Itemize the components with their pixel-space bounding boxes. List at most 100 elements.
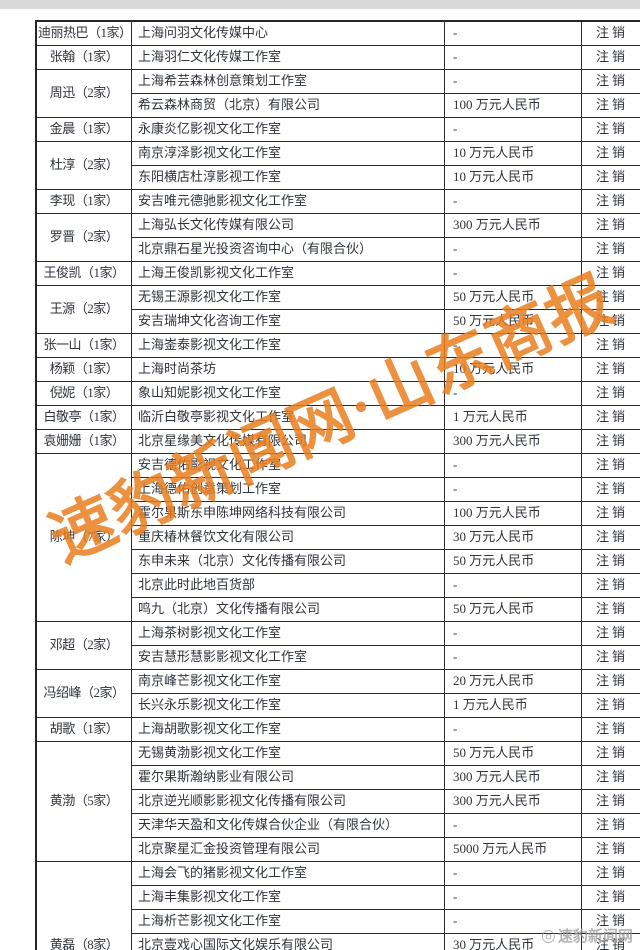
registered-capital-cell: - bbox=[444, 813, 582, 838]
table-row: 北京鼎石星光投资咨询中心（有限合伙） - 注销 bbox=[36, 237, 640, 262]
company-name-cell: 临沂白敬亭影视文化工作室 bbox=[131, 405, 445, 430]
registered-capital-cell: 50 万元人民币 bbox=[444, 741, 582, 766]
company-name-cell: 安吉瑞坤文化咨询工作室 bbox=[131, 309, 445, 334]
status-cell: 注销 bbox=[581, 213, 640, 238]
celebrity-cell: 胡歌（1家） bbox=[35, 717, 132, 742]
celebrity-cell: 倪妮（1家） bbox=[35, 381, 132, 406]
status-cell: 注销 bbox=[581, 525, 640, 550]
registered-capital-cell: - bbox=[444, 573, 582, 598]
celebrity-cell: 王源（2家） bbox=[35, 285, 132, 334]
status-cell: 注销 bbox=[581, 405, 640, 430]
status-cell: 注销 bbox=[581, 477, 640, 502]
table-row: 罗晋（2家） 上海弘长文化传媒有限公司 300 万元人民币 注销 bbox=[35, 213, 640, 262]
company-name-cell: 希云森林商贸（北京）有限公司 bbox=[131, 93, 445, 118]
registered-capital-cell: 10 万元人民币 bbox=[444, 165, 582, 190]
company-name-cell: 安吉慧形慧影影视文化工作室 bbox=[131, 645, 445, 670]
company-name-cell: 长兴永乐影视文化工作室 bbox=[131, 693, 445, 718]
company-name-cell: 上海析芒影视文化工作室 bbox=[131, 909, 445, 934]
registered-capital-cell: 10 万元人民币 bbox=[444, 141, 582, 166]
table-row: 黄磊（8家） 上海会飞的猪影视文化工作室 - 注销 bbox=[35, 861, 640, 950]
status-cell: 注销 bbox=[581, 573, 640, 598]
status-cell: 注销 bbox=[581, 69, 640, 94]
top-gray-strip bbox=[0, 0, 640, 9]
registered-capital-cell: - bbox=[444, 237, 582, 262]
registered-capital-cell: 1 万元人民币 bbox=[444, 405, 582, 430]
company-name-cell: 鸣九（北京）文化传播有限公司 bbox=[131, 597, 445, 622]
table-row: 李现（1家） 安吉唯元德驰影视文化工作室 - 注销 bbox=[35, 189, 640, 214]
table-row: 北京此时此地百货部 - 注销 bbox=[36, 573, 640, 598]
registered-capital-cell: - bbox=[444, 261, 582, 286]
table-row: 霍尔果斯东申陈坤网络科技有限公司 100 万元人民币 注销 bbox=[36, 501, 640, 526]
status-cell: 注销 bbox=[581, 429, 640, 454]
status-cell: 注销 bbox=[581, 909, 640, 934]
registered-capital-cell: 50 万元人民币 bbox=[444, 597, 582, 622]
table-row: 杨颖（1家） 上海时尚茶坊 10 万元人民币 注销 bbox=[35, 357, 640, 382]
registered-capital-cell: 20 万元人民币 bbox=[444, 669, 582, 694]
celebrity-cell: 金晨（1家） bbox=[35, 117, 132, 142]
company-name-cell: 无锡王源影视文化工作室 bbox=[131, 285, 445, 310]
celebrity-cell: 陈坤（7家） bbox=[35, 453, 132, 622]
table-row: 陈坤（7家） 安吉德佑影视文化工作室 - 注销 bbox=[35, 453, 640, 622]
registered-capital-cell: 50 万元人民币 bbox=[444, 549, 582, 574]
registered-capital-cell: 300 万元人民币 bbox=[444, 429, 582, 454]
celebrity-cell: 罗晋（2家） bbox=[35, 213, 132, 262]
company-name-cell: 上海德佑创意策划工作室 bbox=[131, 477, 445, 502]
table-row: 北京聚星汇金投资管理有限公司 5000 万元人民币 注销 bbox=[36, 837, 640, 862]
table-row: 张一山（1家） 上海崟泰影视文化工作室 - 注销 bbox=[35, 333, 640, 358]
table-row: 邓超（2家） 上海茶树影视文化工作室 - 注销 bbox=[35, 621, 640, 670]
registered-capital-cell: - bbox=[444, 117, 582, 142]
celebrity-cell: 黄渤（5家） bbox=[35, 741, 132, 862]
status-cell: 注销 bbox=[581, 20, 640, 46]
table-row: 白敬亭（1家） 临沂白敬亭影视文化工作室 1 万元人民币 注销 bbox=[35, 405, 640, 430]
celebrity-cell: 张翰（1家） bbox=[35, 45, 132, 70]
registered-capital-cell: - bbox=[444, 453, 582, 478]
company-name-cell: 重庆椿林餐饮文化有限公司 bbox=[131, 525, 445, 550]
status-cell: 注销 bbox=[581, 693, 640, 718]
registered-capital-cell: 1 万元人民币 bbox=[444, 693, 582, 718]
status-cell: 注销 bbox=[581, 453, 640, 478]
celebrity-cell: 王俊凯（1家） bbox=[35, 261, 132, 286]
celebrity-cell: 黄磊（8家） bbox=[35, 861, 132, 950]
table-body: 迪丽热巴（1家） 上海问羽文化传媒中心 - 注销 张翰（1家） 上海羽仁文化传媒工作室 - 注… bbox=[35, 20, 640, 950]
status-cell: 注销 bbox=[581, 357, 640, 382]
registered-capital-cell: 10 万元人民币 bbox=[444, 357, 582, 382]
company-name-cell: 北京此时此地百货部 bbox=[131, 573, 445, 598]
company-name-cell: 上海问羽文化传媒中心 bbox=[131, 20, 445, 46]
table-row: 安吉瑞坤文化咨询工作室 50 万元人民币 注销 bbox=[36, 309, 640, 334]
company-name-cell: 北京星缘美文化传媒有限公司 bbox=[131, 429, 445, 454]
company-name-cell: 上海会飞的猪影视文化工作室 bbox=[131, 861, 445, 886]
registered-capital-cell: - bbox=[444, 45, 582, 70]
registered-capital-cell: 30 万元人民币 bbox=[444, 933, 582, 950]
status-cell: 注销 bbox=[581, 645, 640, 670]
company-name-cell: 北京聚星汇金投资管理有限公司 bbox=[131, 837, 445, 862]
registered-capital-cell: 100 万元人民币 bbox=[444, 501, 582, 526]
status-cell: 注销 bbox=[581, 933, 640, 950]
status-cell: 注销 bbox=[581, 549, 640, 574]
celebrity-cell: 杨颖（1家） bbox=[35, 357, 132, 382]
status-cell: 注销 bbox=[581, 309, 640, 334]
company-name-cell: 霍尔果斯瀚纳影业有限公司 bbox=[131, 765, 445, 790]
table-row: 迪丽热巴（1家） 上海问羽文化传媒中心 - 注销 bbox=[35, 20, 640, 46]
status-cell: 注销 bbox=[581, 621, 640, 646]
status-cell: 注销 bbox=[581, 789, 640, 814]
celebrity-cell: 冯绍峰（2家） bbox=[35, 669, 132, 718]
registered-capital-cell: - bbox=[444, 333, 582, 358]
registered-capital-cell: 300 万元人民币 bbox=[444, 213, 582, 238]
status-cell: 注销 bbox=[581, 501, 640, 526]
status-cell: 注销 bbox=[581, 93, 640, 118]
registered-capital-cell: - bbox=[444, 645, 582, 670]
company-name-cell: 无锡黄渤影视文化工作室 bbox=[131, 741, 445, 766]
table-row: 北京逆光顺影影视文化传播有限公司 300 万元人民币 注销 bbox=[36, 789, 640, 814]
status-cell: 注销 bbox=[581, 333, 640, 358]
table-row: 冯绍峰（2家） 南京峰芒影视文化工作室 20 万元人民币 注销 bbox=[35, 669, 640, 718]
company-name-cell: 上海崟泰影视文化工作室 bbox=[131, 333, 445, 358]
company-name-cell: 北京壹戏心国际文化娱乐有限公司 bbox=[131, 933, 445, 950]
company-name-cell: 上海茶树影视文化工作室 bbox=[131, 621, 445, 646]
table-row: 杜淳（2家） 南京淳泽影视文化工作室 10 万元人民币 注销 bbox=[35, 141, 640, 190]
status-cell: 注销 bbox=[581, 765, 640, 790]
status-cell: 注销 bbox=[581, 741, 640, 766]
celebrity-cell: 迪丽热巴（1家） bbox=[35, 20, 132, 46]
company-name-cell: 上海弘长文化传媒有限公司 bbox=[131, 213, 445, 238]
registered-capital-cell: - bbox=[444, 717, 582, 742]
